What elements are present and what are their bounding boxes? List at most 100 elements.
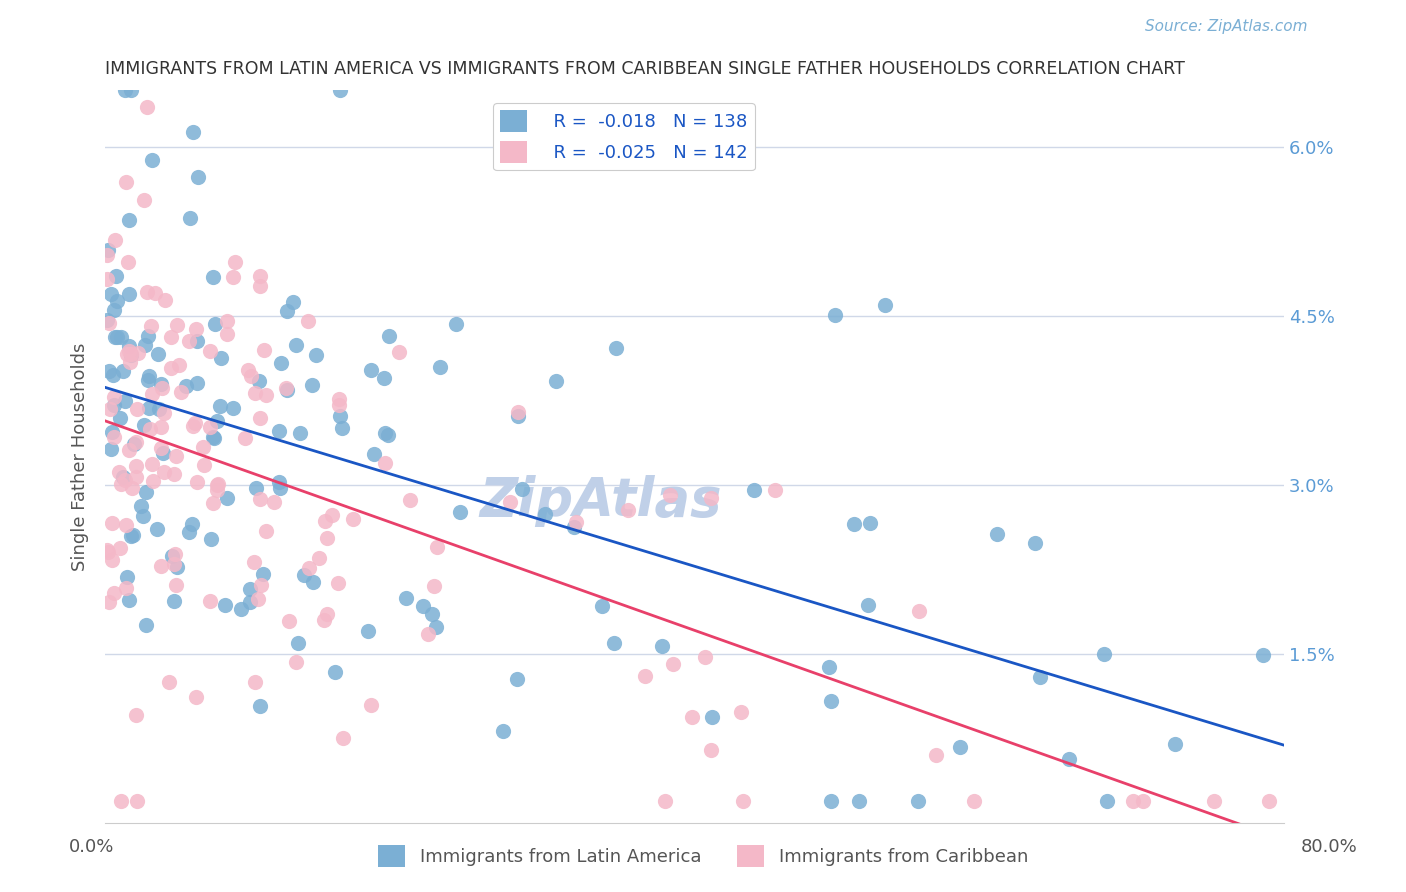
Point: [387, 345, 409, 359]
Point: [125, 708, 148, 723]
Point: [179, 211, 201, 225]
Point: [142, 475, 165, 489]
Point: [949, 739, 972, 754]
Point: [924, 747, 946, 762]
Point: [285, 337, 308, 351]
Point: [186, 334, 208, 348]
Point: [97, 243, 120, 257]
Point: [253, 343, 276, 358]
Point: [120, 346, 142, 360]
Legend: Immigrants from Latin America, Immigrants from Caribbean: Immigrants from Latin America, Immigrant…: [371, 838, 1035, 874]
Point: [276, 381, 298, 395]
Point: [449, 505, 471, 519]
Point: [294, 567, 316, 582]
Point: [136, 374, 159, 388]
Point: [270, 356, 292, 370]
Point: [149, 558, 172, 573]
Point: [136, 100, 159, 114]
Point: [111, 470, 134, 484]
Point: [103, 586, 125, 600]
Point: [166, 318, 188, 333]
Point: [186, 475, 208, 489]
Point: [239, 595, 262, 609]
Point: [374, 456, 396, 470]
Point: [342, 512, 364, 526]
Point: [1163, 737, 1185, 751]
Point: [201, 430, 224, 444]
Point: [152, 446, 174, 460]
Point: [179, 524, 201, 539]
Point: [534, 507, 557, 521]
Point: [332, 731, 354, 746]
Point: [603, 636, 626, 650]
Point: [146, 522, 169, 536]
Point: [165, 547, 187, 561]
Text: Source: ZipAtlas.com: Source: ZipAtlas.com: [1144, 20, 1308, 34]
Point: [152, 381, 174, 395]
Point: [193, 458, 215, 472]
Point: [200, 532, 222, 546]
Point: [117, 287, 139, 301]
Point: [155, 293, 177, 307]
Point: [249, 411, 271, 425]
Point: [506, 672, 529, 686]
Point: [149, 441, 172, 455]
Point: [135, 484, 157, 499]
Point: [233, 431, 256, 445]
Point: [117, 255, 139, 269]
Point: [873, 298, 896, 312]
Point: [416, 627, 439, 641]
Text: 80.0%: 80.0%: [1301, 838, 1357, 855]
Point: [120, 83, 142, 97]
Point: [357, 624, 380, 638]
Point: [103, 302, 125, 317]
Point: [263, 495, 285, 509]
Point: [506, 405, 529, 419]
Point: [148, 402, 170, 417]
Point: [249, 279, 271, 293]
Point: [105, 294, 128, 309]
Point: [328, 398, 350, 412]
Point: [108, 541, 131, 555]
Point: [141, 457, 163, 471]
Point: [180, 517, 202, 532]
Point: [129, 499, 152, 513]
Point: [249, 492, 271, 507]
Point: [733, 794, 755, 808]
Point: [100, 442, 122, 456]
Point: [105, 269, 128, 284]
Point: [842, 517, 865, 532]
Point: [98, 401, 121, 416]
Point: [908, 604, 931, 618]
Point: [101, 425, 124, 439]
Y-axis label: Single Father Households: Single Father Households: [72, 343, 89, 571]
Point: [1122, 794, 1144, 808]
Point: [312, 613, 335, 627]
Point: [444, 317, 467, 331]
Point: [565, 515, 588, 529]
Point: [329, 83, 352, 97]
Point: [254, 388, 277, 402]
Point: [114, 518, 136, 533]
Point: [824, 308, 846, 322]
Point: [198, 593, 221, 607]
Point: [330, 421, 353, 435]
Point: [160, 549, 183, 564]
Point: [544, 374, 567, 388]
Point: [693, 649, 716, 664]
Point: [138, 401, 160, 416]
Point: [103, 430, 125, 444]
Point: [191, 441, 214, 455]
Point: [101, 368, 124, 383]
Point: [374, 425, 396, 440]
Point: [165, 578, 187, 592]
Point: [700, 743, 723, 757]
Point: [1258, 794, 1281, 808]
Point: [134, 338, 156, 352]
Point: [115, 175, 138, 189]
Point: [1251, 648, 1274, 662]
Point: [986, 527, 1008, 541]
Point: [373, 371, 395, 385]
Point: [321, 508, 343, 522]
Point: [658, 488, 681, 502]
